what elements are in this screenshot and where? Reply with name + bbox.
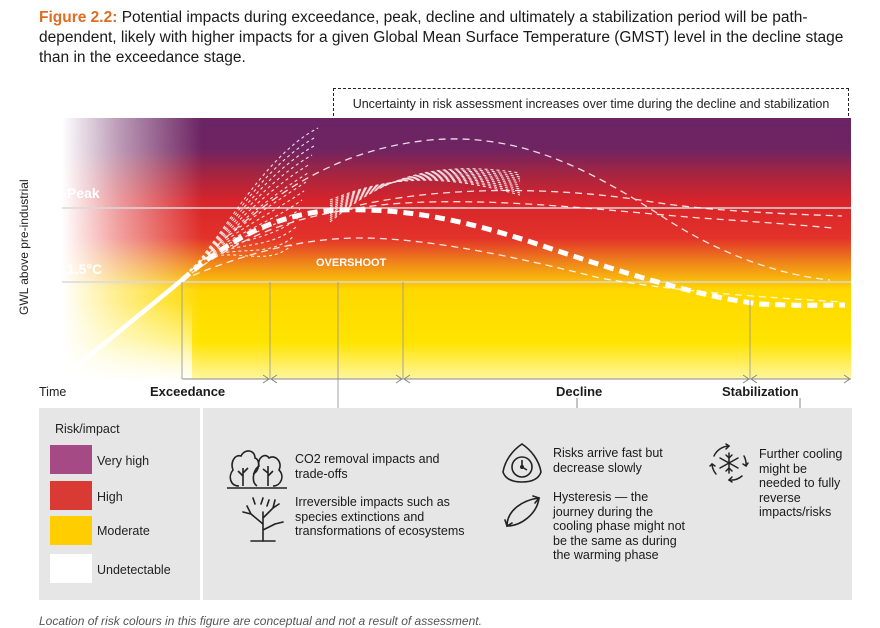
legend-label-very-high: Very high	[97, 454, 150, 468]
fan-trajectory	[181, 172, 309, 281]
scenario-path-high	[181, 138, 831, 281]
phase-exceedance: Exceedance	[150, 384, 226, 399]
x-axis-label: Time	[39, 385, 67, 399]
phase-stabilization: Stabilization	[722, 384, 799, 399]
scenario-path-low	[181, 237, 843, 303]
trees-icon	[227, 450, 287, 489]
y-axis-label: GWL above pre-industrial	[17, 179, 31, 315]
legend-swatch-high	[50, 481, 92, 510]
phase-decline: Decline	[556, 384, 603, 399]
threshold-label: 1.5°C	[67, 261, 102, 277]
scenario-path-upper-tail	[359, 189, 843, 217]
phase-arrows	[184, 374, 851, 427]
legend-title: Risk/impact	[55, 422, 120, 436]
dead-tree-icon	[242, 497, 284, 542]
hysteresis-loop-icon	[504, 495, 541, 528]
legend-swatch-moderate	[50, 516, 92, 545]
fan-trajectory	[181, 235, 295, 281]
overshoot-label: OVERSHOOT	[316, 257, 387, 269]
snowflake-cycle-icon	[709, 443, 749, 483]
further-cooling-text: Further cooling might be needed to fully…	[759, 447, 843, 519]
fan-trajectory-upper	[329, 171, 521, 217]
hysteresis-text: Hysteresis — the journey during the cool…	[553, 490, 686, 562]
fan-trajectory-upper	[329, 175, 521, 211]
caption-text: Potential impacts during exceedance, pea…	[39, 9, 844, 66]
fan-trajectory	[181, 199, 303, 281]
irreversible-impacts-text: Irreversible impacts such as species ext…	[295, 495, 465, 538]
fan-trajectory	[181, 190, 305, 281]
risk-legend: Risk/impact Very high High Moderate Unde…	[39, 408, 200, 600]
fan-trajectory	[181, 226, 297, 281]
legend-swatch-undetectable	[50, 554, 92, 583]
risks-fast-text: Risks arrive fast but decrease slowly	[553, 446, 663, 475]
fan-trajectory	[181, 217, 299, 281]
clock-icon	[502, 443, 542, 483]
impacts-panel: CO2 removal impacts and trade-offs Irrev…	[203, 408, 852, 600]
scenario-paths	[181, 138, 843, 303]
central-pathway	[59, 207, 846, 381]
legend-label-undetectable: Undetectable	[97, 563, 171, 577]
co2-removal-text: CO2 removal impacts and trade-offs	[295, 452, 440, 481]
fan-trajectory-upper	[329, 178, 521, 203]
legend-label-moderate: Moderate	[97, 524, 150, 538]
scenario-path-mid	[181, 201, 834, 281]
fan-trajectory-upper	[329, 168, 521, 223]
legend-label-high: High	[97, 490, 123, 504]
figure-caption: Figure 2.2: Potential impacts during exc…	[39, 8, 849, 68]
figure-label: Figure 2.2:	[39, 9, 118, 26]
footnote: Location of risk colours in this figure …	[39, 614, 482, 628]
fan-trajectory	[181, 181, 307, 281]
peak-label: Peak	[67, 185, 100, 201]
fan-trajectory-upper	[329, 179, 521, 201]
legend-swatch-very-high	[50, 445, 92, 474]
